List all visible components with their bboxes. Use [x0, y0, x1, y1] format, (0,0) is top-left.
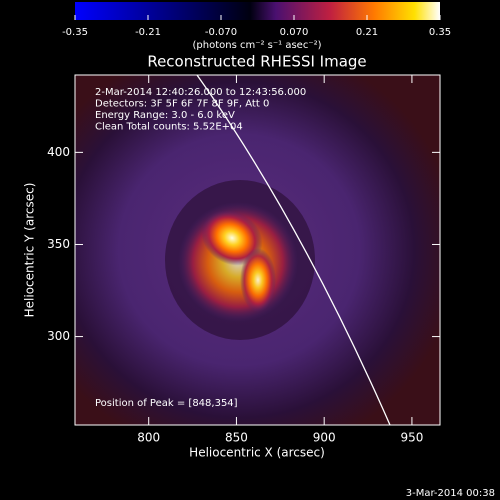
- annotation: Clean Total counts: 5.52E+04: [95, 122, 243, 133]
- y-tick-label: 350: [47, 237, 70, 251]
- annotation: 2-Mar-2014 12:40:26.000 to 12:43:56.000: [95, 87, 306, 98]
- annotation: Detectors: 3F 5F 6F 7F 8F 9F, Att 0: [95, 99, 269, 110]
- image: [75, 75, 440, 425]
- colorbar-tick-label: -0.35: [62, 27, 88, 38]
- x-tick-label: 950: [400, 431, 423, 445]
- colorbar: [75, 2, 440, 20]
- x-tick-label: 900: [313, 431, 336, 445]
- colorbar-tick-label: -0.21: [135, 27, 161, 38]
- plot-frame: [74, 74, 441, 426]
- x-tick-label: 800: [137, 431, 160, 445]
- colorbar-tick-label: -0.070: [205, 27, 237, 38]
- colorbar-label: (photons cm⁻² s⁻¹ asec⁻²): [192, 40, 321, 51]
- chart-title: Reconstructed RHESSI Image: [147, 53, 366, 71]
- x-tick-label: 850: [225, 431, 248, 445]
- annotation: Energy Range: 3.0 - 6.0 keV: [95, 110, 235, 121]
- peak-label: Position of Peak = [848,354]: [95, 398, 238, 409]
- colorbar-tick-label: 0.070: [280, 27, 309, 38]
- colorbar-tick-label: 0.21: [356, 27, 378, 38]
- y-tick-label: 400: [47, 145, 70, 159]
- colorbar-tick-label: 0.35: [429, 27, 451, 38]
- x-axis-label: Heliocentric X (arcsec): [189, 446, 325, 460]
- y-axis-label: Heliocentric Y (arcsec): [23, 183, 37, 318]
- footer: 3-Mar-2014 00:38: [406, 488, 495, 499]
- y-tick-label: 300: [47, 329, 70, 343]
